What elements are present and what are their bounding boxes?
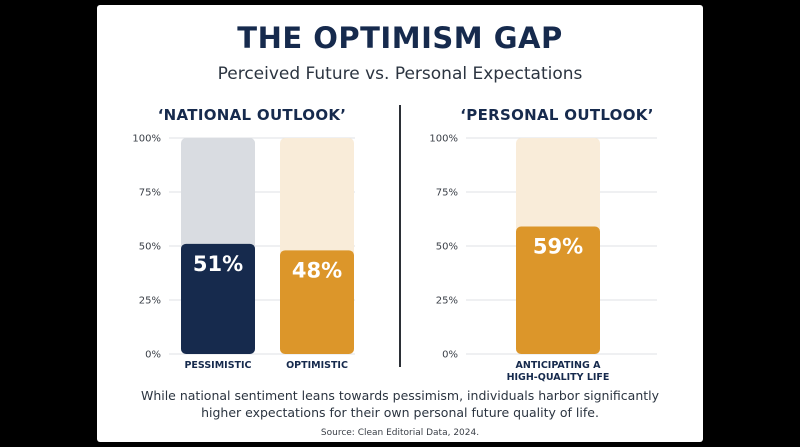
y-tick-label: 100%	[132, 134, 161, 145]
source-note: Source: Clean Editorial Data, 2024.	[320, 428, 480, 438]
x-category-label: PESSIMISTIC	[184, 360, 251, 371]
panel-divider	[399, 105, 401, 367]
y-tick-label: 50%	[436, 242, 458, 253]
infographic-card: THE OPTIMISM GAP Perceived Future vs. Pe…	[97, 5, 703, 442]
bar	[280, 250, 354, 354]
bar-value-label: 51%	[193, 252, 243, 276]
x-category-label: ANTICIPATING A	[516, 360, 602, 371]
y-tick-label: 75%	[436, 188, 458, 199]
y-tick-label: 75%	[139, 188, 161, 199]
bar	[181, 243, 255, 354]
outlook-bar-charts: 0% 25% 50% 75% 100% 51% PESSIMISTIC 48% OPTIMIST…	[132, 134, 657, 383]
x-category-label: HIGH-QUALITY LIFE	[507, 372, 610, 383]
page-subtitle: Perceived Future vs. Personal Expectatio…	[217, 64, 583, 84]
personal-panel-title: ‘PERSONAL OUTLOOK’	[460, 106, 654, 124]
page-title: THE OPTIMISM GAP	[237, 21, 563, 55]
bar-value-label: 59%	[533, 235, 583, 259]
y-tick-label: 50%	[139, 242, 161, 253]
y-tick-label: 25%	[139, 296, 161, 307]
y-tick-label: 25%	[436, 296, 458, 307]
bar-value-label: 48%	[292, 258, 342, 282]
y-tick-label: 100%	[429, 134, 458, 145]
chart-caption: While national sentiment leans towards p…	[140, 388, 660, 420]
national-panel-title: ‘NATIONAL OUTLOOK’	[157, 106, 347, 124]
bar	[516, 226, 600, 354]
x-category-label: OPTIMISTIC	[286, 360, 348, 371]
y-tick-label: 0%	[145, 350, 161, 361]
y-tick-label: 0%	[442, 350, 458, 361]
